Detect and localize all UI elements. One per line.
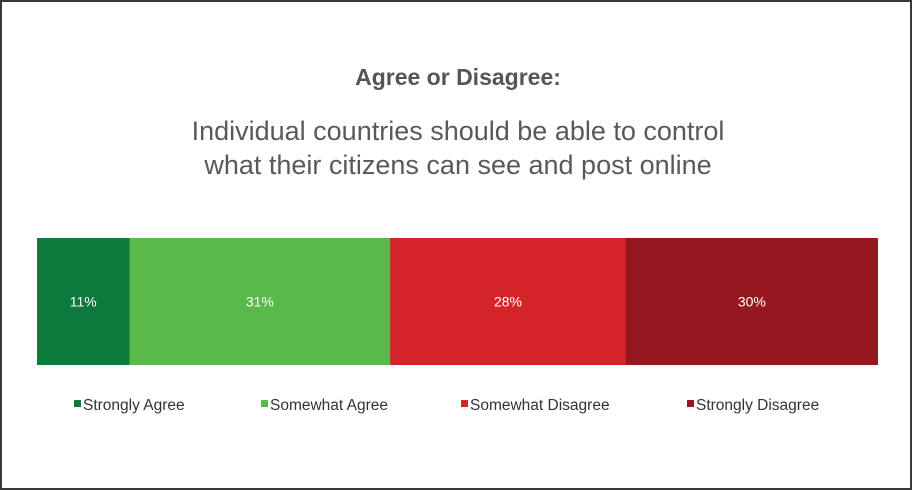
stacked-bar-chart: 11% 31% 28% 30% Strongly Agree Somewhat Agre… xyxy=(37,238,878,414)
legend-swatch-strongly-agree xyxy=(74,400,81,407)
data-label-somewhat-disagree: 28% xyxy=(494,294,522,310)
chart-subtitle: Individual countries should be able to c… xyxy=(0,114,916,182)
subtitle-line-1: Individual countries should be able to c… xyxy=(191,116,725,146)
chart-title: Agree or Disagree: xyxy=(355,64,561,90)
segment-labels: 11% 31% 28% 30% xyxy=(70,294,766,310)
bar-segment-strongly-disagree xyxy=(625,238,878,365)
legend-swatch-strongly-disagree xyxy=(687,400,694,407)
chart-legend: Strongly Agree Somewhat Agree Somewhat Dis… xyxy=(74,397,819,414)
legend-label-strongly-agree: Strongly Agree xyxy=(83,397,185,414)
legend-label-somewhat-disagree: Somewhat Disagree xyxy=(470,397,610,414)
data-label-somewhat-agree: 31% xyxy=(246,294,274,310)
bar-segment-somewhat-agree xyxy=(129,238,391,365)
legend-swatch-somewhat-disagree xyxy=(461,400,468,407)
data-label-strongly-disagree: 30% xyxy=(738,294,766,310)
bar-segment-somewhat-disagree xyxy=(390,238,627,365)
data-label-strongly-agree: 11% xyxy=(70,294,97,310)
bar-segments xyxy=(37,238,878,365)
legend-label-somewhat-agree: Somewhat Agree xyxy=(270,397,388,414)
legend-swatch-somewhat-agree xyxy=(261,400,268,407)
bar-segment-strongly-agree xyxy=(37,238,131,365)
legend-label-strongly-disagree: Strongly Disagree xyxy=(696,397,819,414)
subtitle-line-2: what their citizens can see and post onl… xyxy=(204,150,712,180)
